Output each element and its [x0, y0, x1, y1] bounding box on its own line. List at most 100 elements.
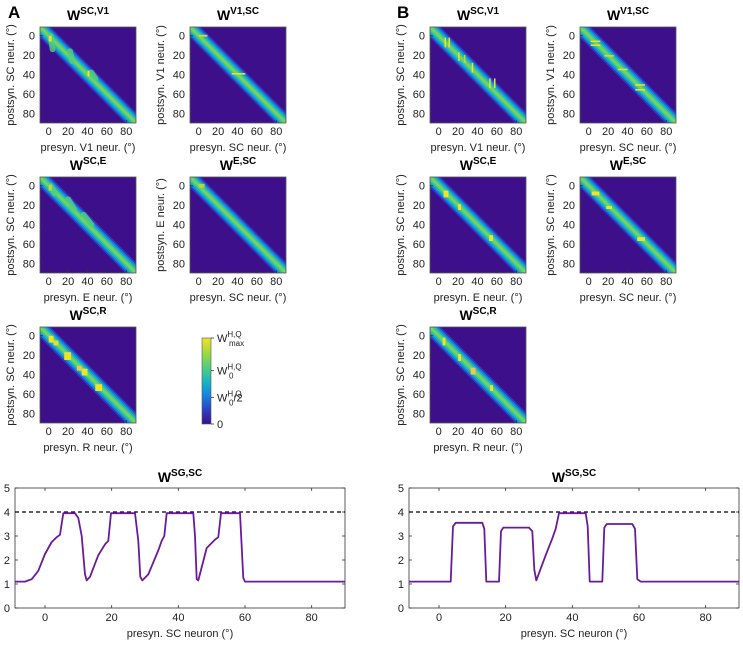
- weight-patch: [490, 385, 494, 391]
- weight-patch: [458, 354, 462, 361]
- x-tick-label: 80: [120, 276, 132, 288]
- heatmap-area: [430, 27, 526, 123]
- chart-title: WSG,SC: [158, 468, 202, 485]
- y-axis-label: postsyn. SC neur. (°): [395, 24, 407, 126]
- x-tick-label: 80: [660, 276, 672, 288]
- x-axis-label: presyn. SC neur. (°): [190, 142, 287, 154]
- chart-title: WV1,SC: [607, 6, 649, 23]
- heatmap-area: [40, 177, 136, 273]
- x-tick-label: 60: [101, 126, 113, 138]
- x-tick-label: 40: [172, 612, 184, 624]
- heatmap-b-sc-r: 0 20 40 60 80 0 20 40 60 80 presyn. R neur. (°) pos…: [395, 306, 527, 454]
- x-tick-label: 0: [436, 126, 442, 138]
- chart-title-sup: E,SC: [623, 156, 646, 167]
- chart-title-sup: V1,SC: [230, 6, 259, 17]
- x-tick-label: 0: [46, 276, 52, 288]
- chart-title: WSC,V1: [67, 6, 110, 23]
- x-tick-label: 40: [471, 426, 483, 438]
- heatmap-a-e-sc: 0 20 40 60 80 0 20 40 60 80 presyn. SC neur. (°) po…: [155, 156, 287, 304]
- y-tick-label: 20: [23, 350, 35, 362]
- y-tick-label: 0: [398, 603, 404, 615]
- x-tick-label: 60: [641, 276, 653, 288]
- x-tick-label: 80: [120, 126, 132, 138]
- x-tick-label: 60: [633, 612, 645, 624]
- y-tick-label: 60: [173, 239, 185, 251]
- y-tick-label: 60: [173, 89, 185, 101]
- y-tick-label: 0: [179, 31, 185, 43]
- y-tick-label: 0: [569, 181, 575, 193]
- x-tick-label: 80: [270, 126, 282, 138]
- y-tick-label: 80: [173, 258, 185, 270]
- y-tick-label: 0: [29, 181, 35, 193]
- x-tick-label: 80: [510, 276, 522, 288]
- bright-segment: [67, 48, 75, 64]
- y-tick-label: 80: [23, 408, 35, 420]
- chart-title: WSG,SC: [552, 468, 596, 485]
- x-tick-label: 60: [101, 426, 113, 438]
- y-tick-label: 40: [563, 70, 575, 82]
- heatmap-area: [190, 27, 286, 123]
- chart-title-main: W: [610, 157, 624, 173]
- x-tick-label: 20: [452, 426, 464, 438]
- x-tick-label: 0: [436, 612, 442, 624]
- y-tick-label: 0: [419, 31, 425, 43]
- plot-frame: [408, 487, 740, 609]
- colorbar-tick-label: WH,Q 0/2: [217, 389, 243, 407]
- y-tick-label: 40: [23, 220, 35, 232]
- x-axis-label: presyn. SC neur. (°): [580, 142, 677, 154]
- x-tick-label: 40: [81, 276, 93, 288]
- heatmap-frame: [189, 26, 287, 124]
- x-tick-label: 80: [120, 426, 132, 438]
- band-layer: [580, 177, 676, 273]
- weight-patch: [95, 384, 103, 391]
- heatmap-area: [190, 177, 286, 273]
- x-axis-label: presyn. E neur. (°): [434, 292, 523, 304]
- heatmap-frame: [429, 326, 527, 424]
- diagonal-band: [430, 27, 526, 123]
- chart-title-main: W: [457, 7, 471, 23]
- band-layer: [430, 327, 526, 423]
- heatmap-frame: [39, 176, 137, 274]
- x-axis-label: presyn. V1 neur. (°): [431, 142, 526, 154]
- y-tick-label: 60: [413, 389, 425, 401]
- chart-title-sup: E,SC: [233, 156, 256, 167]
- weight-patch: [198, 34, 208, 37]
- panel-label-a: A: [8, 3, 20, 22]
- weight-patch: [48, 184, 52, 191]
- weight-patch: [489, 78, 491, 89]
- heatmap-b-v1-sc: 0 20 40 60 80 0 20 40 60 80 presyn. SC neur. (°) po…: [545, 6, 677, 154]
- heatmap-frame: [579, 176, 677, 274]
- y-tick-label: 40: [413, 220, 425, 232]
- x-tick-label: 0: [436, 426, 442, 438]
- y-tick-label: 80: [173, 108, 185, 120]
- chart-title-main: W: [67, 7, 81, 23]
- x-tick-label: 80: [510, 426, 522, 438]
- weight-patch: [87, 70, 90, 77]
- x-tick-label: 60: [491, 276, 503, 288]
- weight-patch: [198, 183, 205, 188]
- heatmap-a-sc-r: 0 20 40 60 80 0 20 40 60 80 presyn. R neur. (°) pos…: [5, 306, 137, 454]
- y-tick-label: 20: [563, 50, 575, 62]
- y-tick-label: 60: [413, 239, 425, 251]
- chart-title-sup: SG,SC: [565, 468, 596, 479]
- y-tick-label: 20: [173, 200, 185, 212]
- x-tick-label: 80: [306, 612, 318, 624]
- y-tick-label: 3: [398, 531, 404, 543]
- chart-title-main: W: [220, 157, 234, 173]
- y-axis-label: postsyn. SC neur. (°): [395, 174, 407, 276]
- y-tick-label: 4: [4, 507, 10, 519]
- heatmap-area: [40, 27, 136, 123]
- x-tick-label: 20: [452, 126, 464, 138]
- y-tick-label: 60: [563, 239, 575, 251]
- y-axis-label: postsyn. V1 neur. (°): [155, 25, 167, 125]
- chart-title-main: W: [70, 157, 84, 173]
- weight-patch: [617, 68, 628, 71]
- heatmap-area: [430, 327, 526, 423]
- y-tick-label: 5: [4, 483, 10, 495]
- chart-title-sup: SC,V1: [80, 6, 109, 17]
- weight-patch: [470, 367, 476, 375]
- chart-title-sup: SC,E: [83, 156, 107, 167]
- bright-segment: [88, 69, 99, 82]
- colorbar: WH,Q max WH,Q 0 WH,Q 0/2 0: [201, 330, 244, 431]
